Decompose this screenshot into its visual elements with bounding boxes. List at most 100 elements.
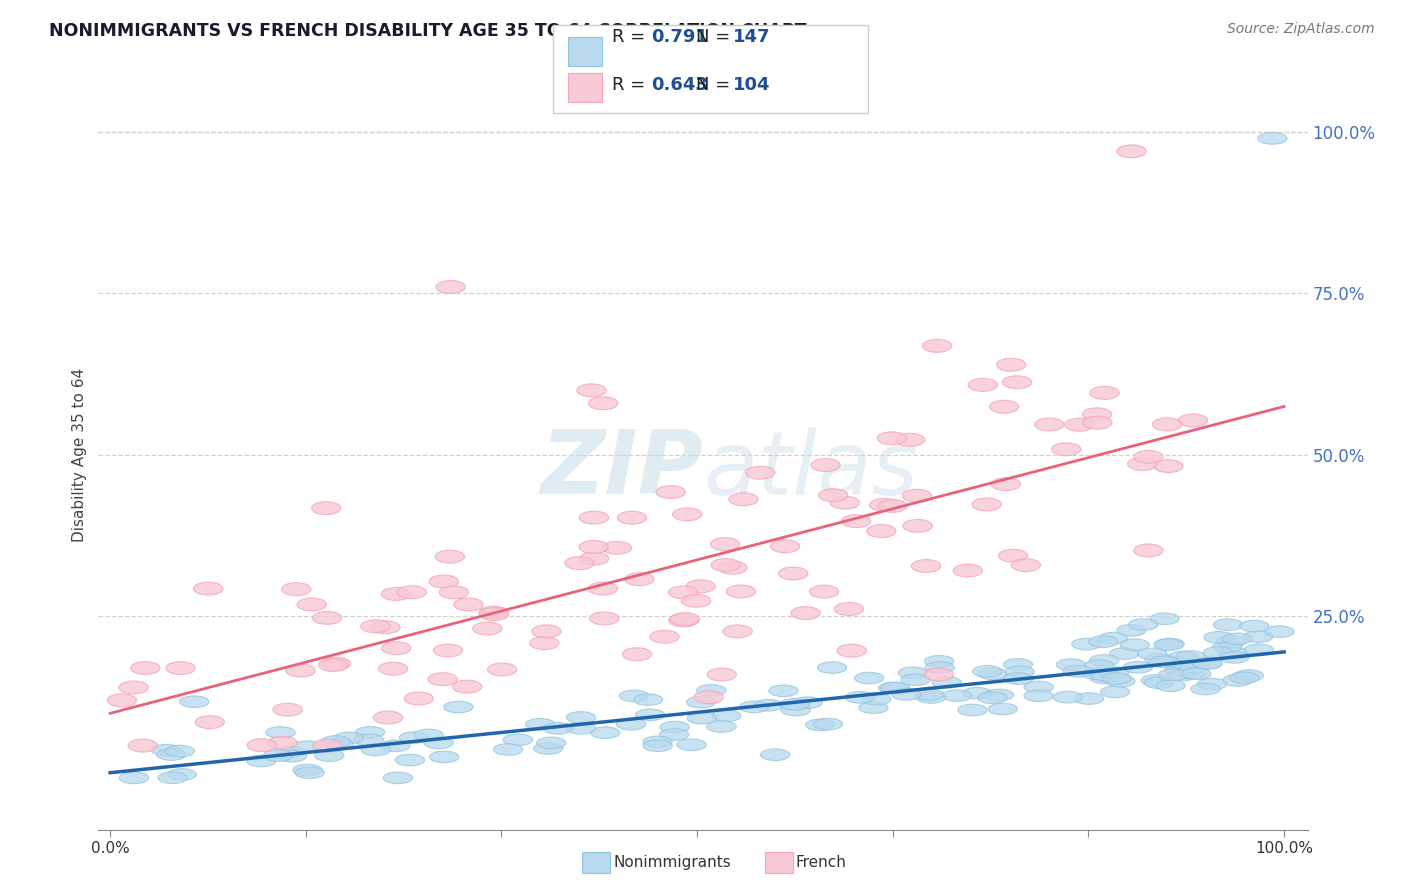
Ellipse shape xyxy=(1244,631,1272,642)
Ellipse shape xyxy=(588,582,617,595)
Ellipse shape xyxy=(710,538,740,550)
Ellipse shape xyxy=(659,722,689,733)
Ellipse shape xyxy=(678,739,706,750)
Ellipse shape xyxy=(1081,668,1111,680)
Ellipse shape xyxy=(686,697,716,708)
Ellipse shape xyxy=(707,668,737,681)
Ellipse shape xyxy=(1024,690,1053,702)
Ellipse shape xyxy=(1004,673,1033,684)
Text: 0.643: 0.643 xyxy=(651,76,707,94)
Ellipse shape xyxy=(1091,670,1121,681)
Ellipse shape xyxy=(1222,674,1251,686)
Ellipse shape xyxy=(1116,145,1146,158)
Text: 0.791: 0.791 xyxy=(651,29,707,46)
Ellipse shape xyxy=(589,612,619,625)
Ellipse shape xyxy=(686,580,716,593)
Ellipse shape xyxy=(624,573,654,585)
Ellipse shape xyxy=(166,746,194,757)
Ellipse shape xyxy=(620,690,648,702)
Ellipse shape xyxy=(315,750,344,762)
Ellipse shape xyxy=(711,710,741,722)
Ellipse shape xyxy=(1109,648,1139,659)
Ellipse shape xyxy=(697,684,725,697)
Ellipse shape xyxy=(963,688,991,699)
Ellipse shape xyxy=(1204,647,1233,658)
Ellipse shape xyxy=(503,734,533,746)
Ellipse shape xyxy=(579,541,609,553)
Ellipse shape xyxy=(718,561,747,574)
Ellipse shape xyxy=(769,685,799,697)
Ellipse shape xyxy=(903,519,932,533)
Ellipse shape xyxy=(917,691,945,703)
Ellipse shape xyxy=(817,662,846,673)
Ellipse shape xyxy=(969,378,997,392)
Ellipse shape xyxy=(378,662,408,675)
Ellipse shape xyxy=(1099,667,1129,679)
Ellipse shape xyxy=(1116,624,1146,636)
Ellipse shape xyxy=(806,719,835,731)
Ellipse shape xyxy=(371,621,401,633)
Ellipse shape xyxy=(195,715,225,729)
Ellipse shape xyxy=(472,622,502,635)
Ellipse shape xyxy=(1204,632,1233,643)
Ellipse shape xyxy=(1024,681,1053,693)
Ellipse shape xyxy=(1105,675,1135,687)
Ellipse shape xyxy=(1098,632,1128,644)
Ellipse shape xyxy=(429,575,458,588)
Ellipse shape xyxy=(167,769,197,780)
Ellipse shape xyxy=(957,704,987,715)
Text: NONIMMIGRANTS VS FRENCH DISABILITY AGE 35 TO 64 CORRELATION CHART: NONIMMIGRANTS VS FRENCH DISABILITY AGE 3… xyxy=(49,22,807,40)
Ellipse shape xyxy=(537,737,567,748)
Text: Nonimmigrants: Nonimmigrants xyxy=(613,855,731,870)
Ellipse shape xyxy=(636,709,665,721)
Ellipse shape xyxy=(436,280,465,293)
Ellipse shape xyxy=(914,689,943,700)
Ellipse shape xyxy=(381,641,411,655)
Ellipse shape xyxy=(312,739,342,752)
Ellipse shape xyxy=(543,723,572,734)
Ellipse shape xyxy=(643,739,672,752)
Ellipse shape xyxy=(1144,654,1174,665)
Y-axis label: Disability Age 35 to 64: Disability Age 35 to 64 xyxy=(72,368,87,542)
Ellipse shape xyxy=(567,712,596,723)
Ellipse shape xyxy=(896,434,925,446)
Ellipse shape xyxy=(1149,656,1178,667)
Ellipse shape xyxy=(579,552,609,565)
Ellipse shape xyxy=(1090,672,1119,683)
Ellipse shape xyxy=(984,690,1014,701)
Ellipse shape xyxy=(810,585,839,598)
Ellipse shape xyxy=(1219,651,1249,664)
Ellipse shape xyxy=(723,625,752,638)
Ellipse shape xyxy=(1090,655,1119,666)
Ellipse shape xyxy=(1088,636,1118,648)
Ellipse shape xyxy=(1212,641,1241,653)
Ellipse shape xyxy=(1142,674,1170,686)
Ellipse shape xyxy=(942,690,972,701)
Ellipse shape xyxy=(657,485,685,499)
Ellipse shape xyxy=(997,359,1026,371)
Ellipse shape xyxy=(1192,657,1222,669)
Ellipse shape xyxy=(1128,458,1157,470)
Ellipse shape xyxy=(354,734,384,746)
Ellipse shape xyxy=(779,567,808,580)
Ellipse shape xyxy=(634,694,662,706)
Ellipse shape xyxy=(830,496,859,509)
Ellipse shape xyxy=(1168,651,1198,663)
Ellipse shape xyxy=(834,602,863,615)
Ellipse shape xyxy=(381,740,411,752)
Ellipse shape xyxy=(361,744,391,756)
Ellipse shape xyxy=(273,703,302,716)
Ellipse shape xyxy=(1216,636,1246,648)
Ellipse shape xyxy=(269,736,297,749)
Ellipse shape xyxy=(1191,683,1220,695)
Ellipse shape xyxy=(623,648,651,661)
Ellipse shape xyxy=(659,729,689,740)
Ellipse shape xyxy=(1198,678,1227,690)
Ellipse shape xyxy=(1150,613,1180,624)
Ellipse shape xyxy=(1056,659,1085,671)
Ellipse shape xyxy=(793,697,823,708)
Ellipse shape xyxy=(526,718,555,730)
Ellipse shape xyxy=(780,704,810,716)
Ellipse shape xyxy=(277,750,307,762)
Ellipse shape xyxy=(1074,693,1104,705)
